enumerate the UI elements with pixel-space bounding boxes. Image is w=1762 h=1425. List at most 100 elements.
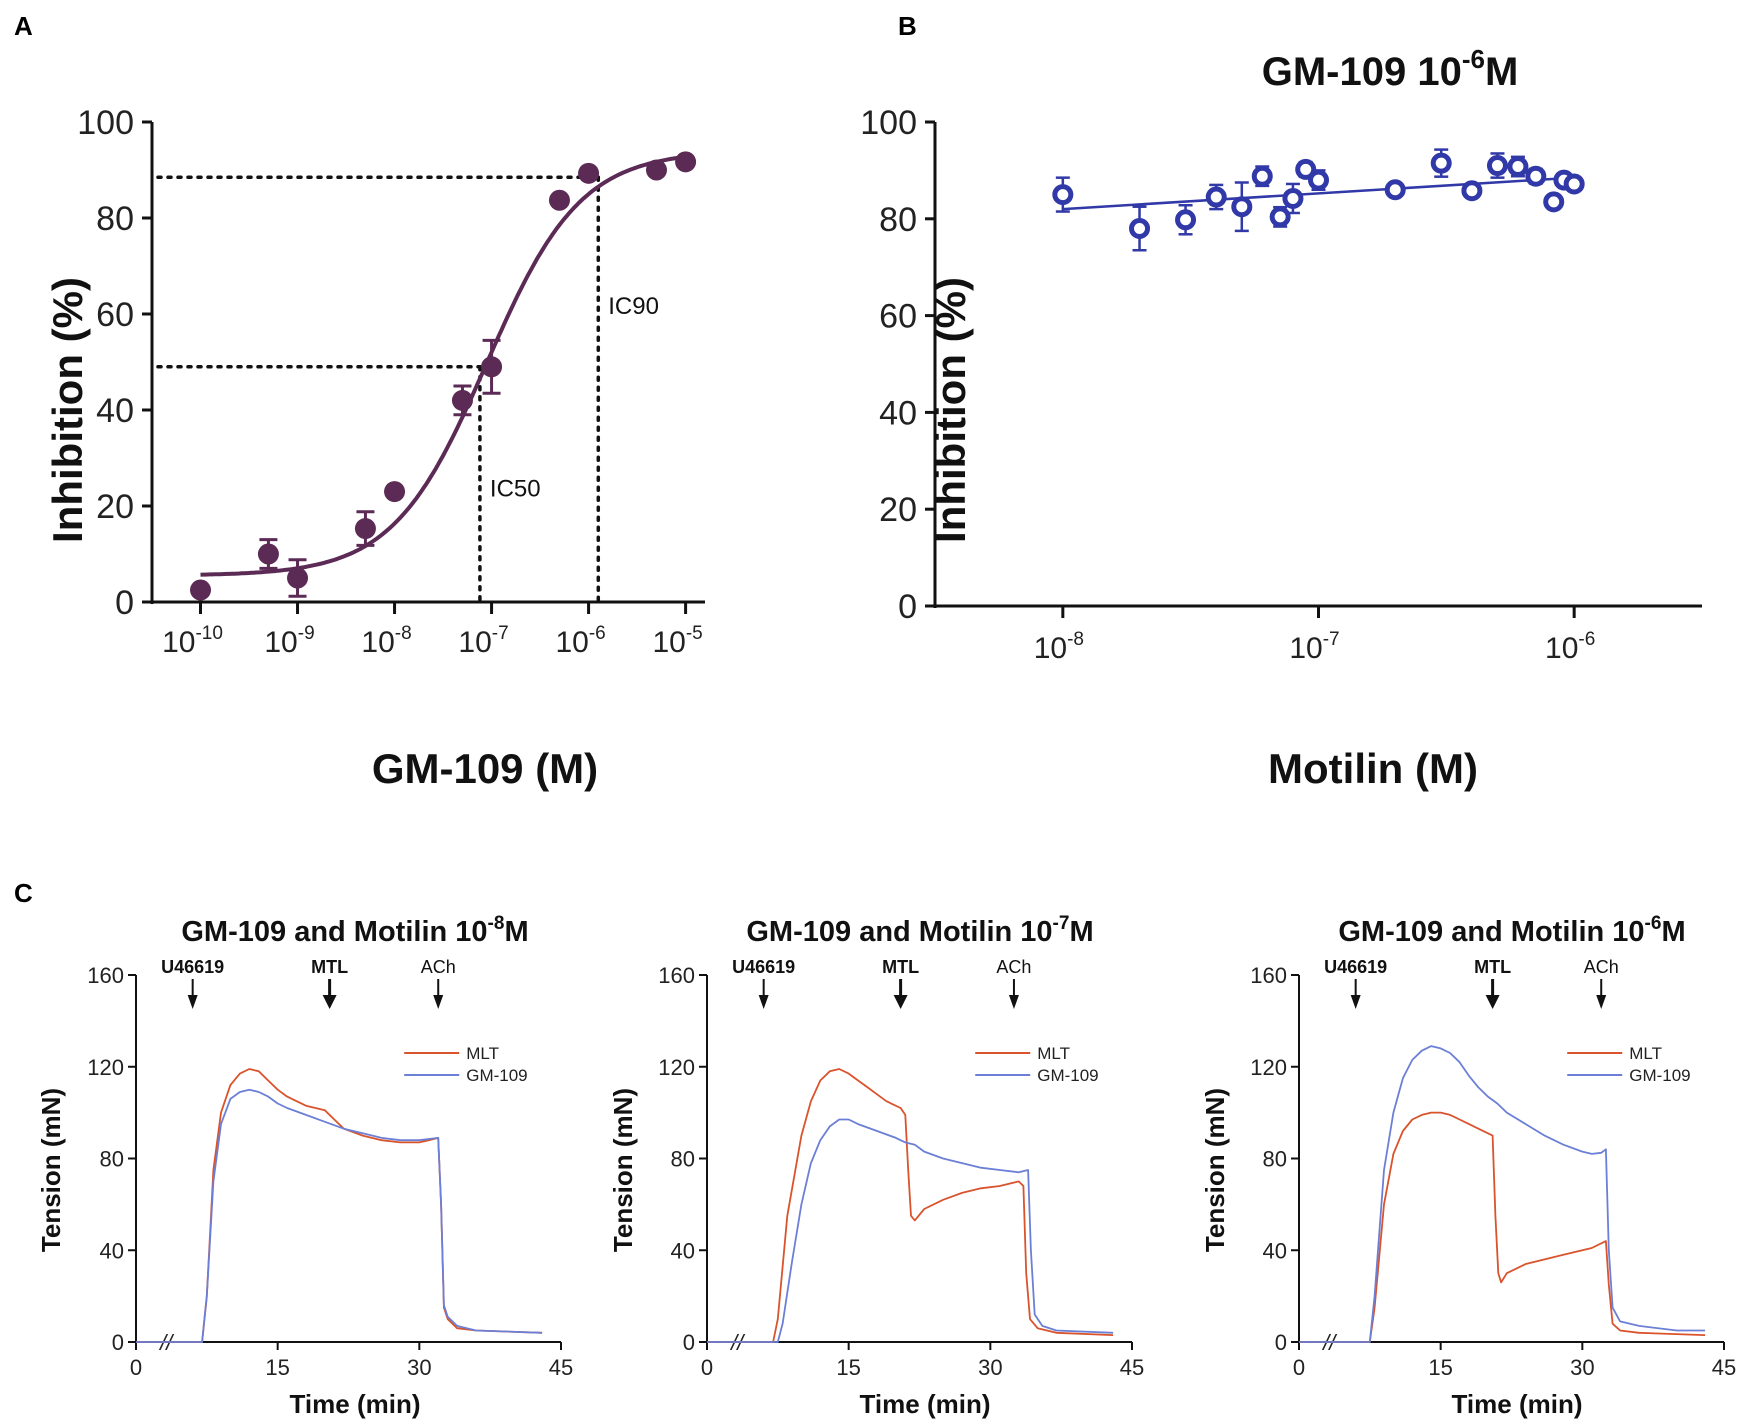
panel-c2-legend-label: GM-109	[1037, 1066, 1098, 1085]
panel-a-x-tick-label: 10-10	[162, 623, 223, 659]
panel-c3-y-tick-label: 120	[1250, 1055, 1287, 1080]
panel-a-fit-curve	[200, 154, 686, 577]
panel-a-data-point	[287, 567, 309, 589]
panel-b-regression-line	[1062, 176, 1575, 211]
panel-c2-x-tick-label: 15	[836, 1355, 860, 1380]
panel-b-data-point	[1430, 152, 1452, 174]
panel-a-xlabel: GM-109 (M)	[372, 745, 598, 792]
panel-c2-tension-trace: GM-109 and Motilin 10-7M Tension (mN) Ti…	[608, 913, 1144, 1419]
panel-c1-series-gm109	[136, 1088, 543, 1343]
panel-b-data-point	[1175, 209, 1197, 231]
panel-b-data-point	[1543, 191, 1565, 213]
panel-c2-y-tick-label: 80	[671, 1147, 695, 1172]
panel-a-data-point	[645, 159, 667, 181]
panel-a-data-point	[548, 189, 570, 211]
panel-a-y-tick-label: 80	[96, 200, 134, 238]
panel-c1-tension-trace: GM-109 and Motilin 10-8M Tension (mN) Ti…	[36, 913, 573, 1419]
panel-a-dose-response: Inhibition (%) GM-109 (M) 0 20 40 60 80 100 10…	[44, 104, 705, 792]
panel-a-data-point	[675, 151, 697, 173]
panel-c3-y-tick-label: 160	[1250, 963, 1287, 988]
panel-a-data-point	[354, 518, 376, 540]
panel-c1-arrow-label: MTL	[311, 957, 348, 977]
panel-c3-x-tick-label: 15	[1428, 1355, 1452, 1380]
panel-c3-title: GM-109 and Motilin 10-6M	[1338, 913, 1685, 948]
panel-a-x-tick-label: 10-6	[555, 623, 605, 659]
panel-c2-arrow-label: MTL	[882, 957, 919, 977]
panel-b-data-point	[1507, 156, 1529, 178]
panel-a-x-tick-label: 10-7	[458, 623, 508, 659]
panel-label-c: C	[14, 878, 33, 908]
panel-b-data-point	[1129, 217, 1151, 239]
panel-c1-x-tick-label: 30	[407, 1355, 431, 1380]
panel-c3-series-gm109	[1299, 1045, 1706, 1343]
panel-c1-xlabel: Time (min)	[290, 1389, 421, 1419]
panel-c3-tension-trace: GM-109 and Motilin 10-6M Tension (mN) Ti…	[1200, 913, 1736, 1419]
panel-c3-arrow-label: ACh	[1584, 957, 1619, 977]
panel-b-data-point	[1384, 179, 1406, 201]
panel-a-y-tick-label: 100	[77, 104, 134, 142]
panel-c2-x-tick-label: 0	[701, 1355, 713, 1380]
panel-a-y-tick-label: 60	[96, 296, 134, 334]
panel-c2-xlabel: Time (min)	[860, 1389, 991, 1419]
panel-a-x-tick-label: 10-5	[652, 623, 702, 659]
panel-c1-series-mlt	[136, 1068, 543, 1343]
panel-c2-y-tick-label: 160	[658, 963, 695, 988]
panel-a-data-point	[384, 481, 406, 503]
panel-a-data-point	[257, 543, 279, 565]
panel-a-data-point	[451, 389, 473, 411]
panel-c3-ylabel: Tension (mN)	[1200, 1088, 1230, 1252]
panel-a-y-tick-label: 40	[96, 392, 134, 430]
panel-c3-arrow-head	[1350, 995, 1361, 1009]
panel-b-x-tick-label: 10-8	[1034, 629, 1084, 665]
panel-c1-y-tick-label: 80	[100, 1147, 124, 1172]
panel-b-data-point	[1052, 184, 1074, 206]
panel-b-title: GM-109 10-6M	[1262, 44, 1519, 94]
panel-c1-legend-label: MLT	[466, 1044, 499, 1063]
panel-c2-series-mlt	[707, 1068, 1114, 1343]
panel-c1-y-tick-label: 120	[87, 1055, 124, 1080]
panel-c2-legend-label: MLT	[1037, 1044, 1070, 1063]
panel-c3-legend-label: GM-109	[1629, 1066, 1690, 1085]
panel-b-data-point	[1308, 169, 1329, 191]
panel-c1-legend-label: GM-109	[466, 1066, 527, 1085]
panel-c2-arrow-label: U46619	[732, 957, 795, 977]
panel-a-y-tick-label: 0	[115, 584, 134, 622]
panel-c2-arrow-head	[893, 995, 908, 1009]
panel-c2-x-tick-label: 30	[978, 1355, 1002, 1380]
panel-a-reference-label: IC50	[490, 475, 541, 502]
panel-b-y-tick-label: 0	[898, 588, 917, 626]
panel-c1-arrow-head	[322, 995, 337, 1009]
panel-c3-xlabel: Time (min)	[1452, 1389, 1583, 1419]
panel-a-data-point	[481, 356, 503, 378]
panel-a-x-tick-label: 10-8	[361, 623, 411, 659]
panel-b-y-tick-label: 60	[879, 298, 917, 336]
panel-c3-arrow-label: U46619	[1324, 957, 1387, 977]
panel-b-data-point	[1205, 186, 1227, 208]
panel-c3-series-mlt	[1299, 1111, 1706, 1343]
panel-c3-arrow-head	[1485, 995, 1500, 1009]
panel-a-y-tick-label: 20	[96, 488, 134, 526]
panel-a-ylabel: Inhibition (%)	[44, 277, 91, 543]
panel-b-y-tick-label: 100	[860, 104, 917, 142]
panel-c2-y-tick-label: 120	[658, 1055, 695, 1080]
panel-c2-ylabel: Tension (mN)	[608, 1088, 638, 1252]
panel-b-data-point	[1282, 187, 1304, 209]
panel-c2-title: GM-109 and Motilin 10-7M	[746, 913, 1093, 948]
panel-a-data-point	[190, 579, 212, 601]
panel-a-reference-label: IC90	[608, 293, 659, 320]
panel-b-xlabel: Motilin (M)	[1268, 745, 1478, 792]
panel-b-x-tick-label: 10-6	[1545, 629, 1595, 665]
panel-b-y-tick-label: 80	[879, 201, 917, 239]
panel-b-data-point	[1563, 173, 1585, 195]
panel-b-data-point	[1486, 155, 1508, 177]
panel-b-x-tick-label: 10-7	[1289, 629, 1339, 665]
panel-c1-y-tick-label: 160	[87, 963, 124, 988]
panel-c1-y-tick-label: 40	[100, 1238, 124, 1263]
panel-b-data-point	[1461, 180, 1483, 202]
panel-c3-y-tick-label: 40	[1263, 1238, 1287, 1263]
panel-c2-arrow-head	[1008, 995, 1019, 1009]
panel-c3-y-tick-label: 0	[1275, 1330, 1287, 1355]
panel-b-data-point	[1269, 206, 1291, 228]
panel-c1-title: GM-109 and Motilin 10-8M	[181, 913, 528, 948]
